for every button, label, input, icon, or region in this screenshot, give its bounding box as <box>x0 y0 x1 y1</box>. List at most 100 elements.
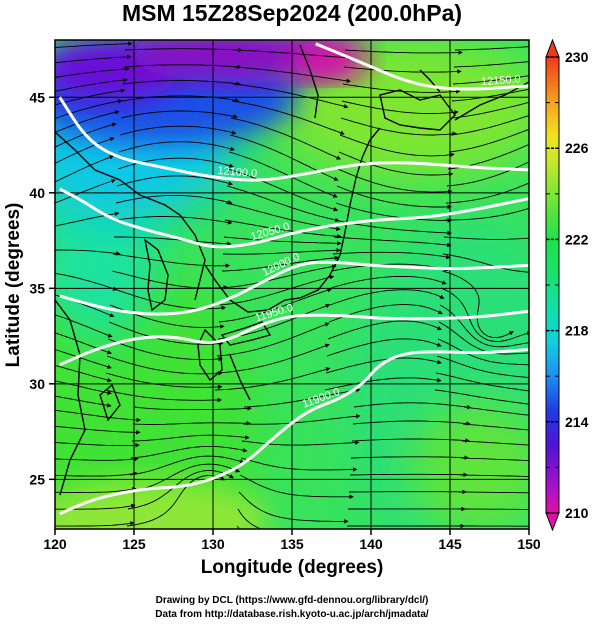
streamline <box>237 508 263 529</box>
streamline <box>461 440 529 446</box>
streamline <box>120 110 238 119</box>
streamline <box>121 95 240 103</box>
streamline <box>105 372 223 390</box>
streamline <box>339 134 455 157</box>
streamline <box>342 83 461 94</box>
streamline <box>55 110 120 133</box>
streamline <box>122 80 241 86</box>
streamline <box>114 236 232 246</box>
streamline <box>55 486 137 493</box>
streamline <box>111 270 229 290</box>
temperature-field-shading <box>55 40 529 529</box>
streamline <box>55 521 135 527</box>
streamline <box>337 168 453 194</box>
streamline <box>231 100 345 135</box>
y-axis: 25 30 35 40 45 <box>29 89 55 487</box>
streamline <box>55 365 112 383</box>
streamline <box>118 141 235 153</box>
streamline <box>338 151 454 177</box>
x-tick-label: 150 <box>517 536 541 552</box>
colorbar-tick-label: 226 <box>565 140 589 156</box>
streamline <box>224 219 342 239</box>
streamline <box>55 503 136 510</box>
credit-data: Data from http://database.rish.kyoto-u.a… <box>155 609 429 620</box>
streamline <box>55 122 117 148</box>
y-axis-label: Latitude (degrees) <box>3 203 24 368</box>
colorbar-tick-label: 222 <box>565 231 589 247</box>
streamline <box>344 49 463 55</box>
streamline <box>114 216 233 225</box>
streamline <box>243 387 361 408</box>
streamline <box>119 125 237 136</box>
streamline <box>55 99 123 119</box>
streamline <box>239 474 354 500</box>
coastlines <box>55 44 529 496</box>
streamline <box>353 402 472 410</box>
streamline <box>234 49 353 61</box>
streamline <box>233 66 351 84</box>
streamline <box>242 414 361 425</box>
streamline <box>55 395 112 408</box>
streamline <box>220 264 337 289</box>
streamline <box>126 475 226 527</box>
streamline <box>350 455 469 460</box>
streamline <box>445 182 529 204</box>
streamline <box>129 455 245 476</box>
colorbar-ticks: 210 214 218 222 226 230 <box>546 49 589 521</box>
contour-line <box>59 187 529 249</box>
streamline <box>436 355 529 379</box>
streamline <box>324 377 442 391</box>
streamline <box>462 423 529 431</box>
streamline <box>55 155 114 183</box>
streamline <box>228 151 338 198</box>
streamline <box>454 46 529 51</box>
y-tick-label: 40 <box>29 185 45 201</box>
streamline <box>55 380 112 395</box>
streamline <box>55 179 116 204</box>
y-tick-label: 25 <box>29 471 45 487</box>
streamline <box>329 289 445 306</box>
streamline <box>351 438 470 443</box>
y-tick-label: 45 <box>29 89 45 105</box>
streamline <box>460 457 529 461</box>
streamline <box>452 75 529 85</box>
streamline <box>327 320 442 340</box>
streamline <box>333 236 452 248</box>
streamline <box>55 314 113 338</box>
streamline <box>123 64 242 70</box>
streamline <box>441 270 514 339</box>
contour-line <box>58 96 529 182</box>
streamline <box>326 338 442 357</box>
streamline <box>218 288 332 323</box>
streamline <box>453 61 529 68</box>
streamline <box>232 83 349 109</box>
contour-line <box>59 260 529 316</box>
streamline <box>241 440 360 446</box>
streamline <box>127 470 234 510</box>
colorbar-tick-label: 230 <box>565 49 589 65</box>
streamline <box>55 332 112 355</box>
streamline <box>330 275 447 289</box>
streamline <box>116 175 233 187</box>
streamline <box>55 211 120 227</box>
x-tick-label: 135 <box>280 536 304 552</box>
streamline <box>214 367 331 391</box>
y-tick-label: 30 <box>29 376 45 392</box>
streamline <box>55 88 126 106</box>
contour-label: 12100.0 <box>217 165 258 180</box>
streamline <box>55 54 132 64</box>
streamline <box>222 248 341 255</box>
x-tick-label: 140 <box>359 536 383 552</box>
streamline <box>450 101 529 119</box>
streamline <box>131 434 250 442</box>
streamline <box>449 115 529 136</box>
streamline <box>434 389 529 405</box>
streamline <box>107 338 223 362</box>
streamline <box>55 409 142 423</box>
x-tick-label: 125 <box>122 536 146 552</box>
streamline <box>227 168 339 212</box>
streamline <box>463 406 529 416</box>
streamline <box>55 471 138 477</box>
streamline <box>240 457 358 472</box>
